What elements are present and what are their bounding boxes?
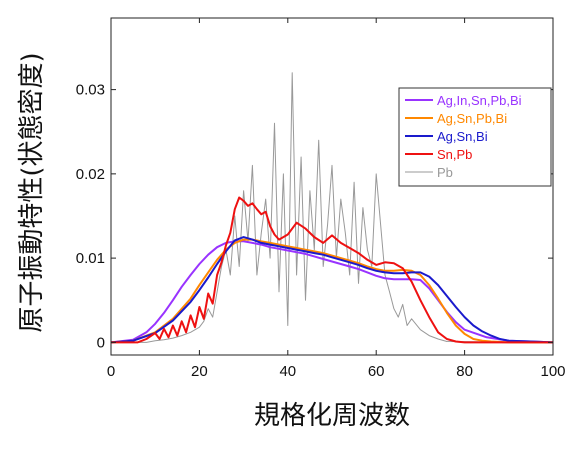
series-line-pb bbox=[111, 72, 554, 343]
y-tick-label: 0.02 bbox=[76, 166, 105, 183]
plot-frame bbox=[110, 17, 554, 356]
x-tick-label: 80 bbox=[456, 363, 473, 380]
legend-label-ag-in-sn-pb-bi: Ag,In,Sn,Pb,Bi bbox=[437, 93, 522, 108]
x-tick-label: 40 bbox=[279, 363, 296, 380]
y-tick-label: 0.01 bbox=[76, 250, 105, 267]
series-line-sn-pb bbox=[111, 196, 553, 344]
x-tick-label: 60 bbox=[368, 363, 385, 380]
y-axis-title: 原子振動特性(状態密度) bbox=[17, 52, 47, 332]
legend: Ag,In,Sn,Pb,Bi Ag,Sn,Pb,Bi Ag,Sn,Bi Sn,Pb Pb bbox=[398, 87, 552, 187]
legend-label-ag-sn-pb-bi: Ag,Sn,Pb,Bi bbox=[437, 111, 507, 126]
series-line-ag-sn-bi bbox=[110, 236, 554, 344]
y-tick-label: 0.03 bbox=[76, 82, 105, 99]
series-line-ag-sn-pb-bi bbox=[110, 238, 553, 344]
x-tick-label: 100 bbox=[540, 363, 565, 380]
x-axis-title: 規格化周波数 bbox=[254, 401, 410, 431]
x-tick-label: 0 bbox=[107, 363, 115, 380]
series-layer bbox=[110, 72, 554, 344]
legend-label-sn-pb: Sn,Pb bbox=[437, 147, 472, 162]
legend-label-ag-sn-bi: Ag,Sn,Bi bbox=[437, 129, 488, 144]
legend-label-pb: Pb bbox=[437, 165, 453, 180]
x-tick-label: 20 bbox=[191, 363, 208, 380]
ticks-layer: 0 20 40 60 80 100 0 0.01 0.02 0.03 bbox=[76, 18, 566, 380]
y-tick-label: 0 bbox=[97, 334, 105, 351]
